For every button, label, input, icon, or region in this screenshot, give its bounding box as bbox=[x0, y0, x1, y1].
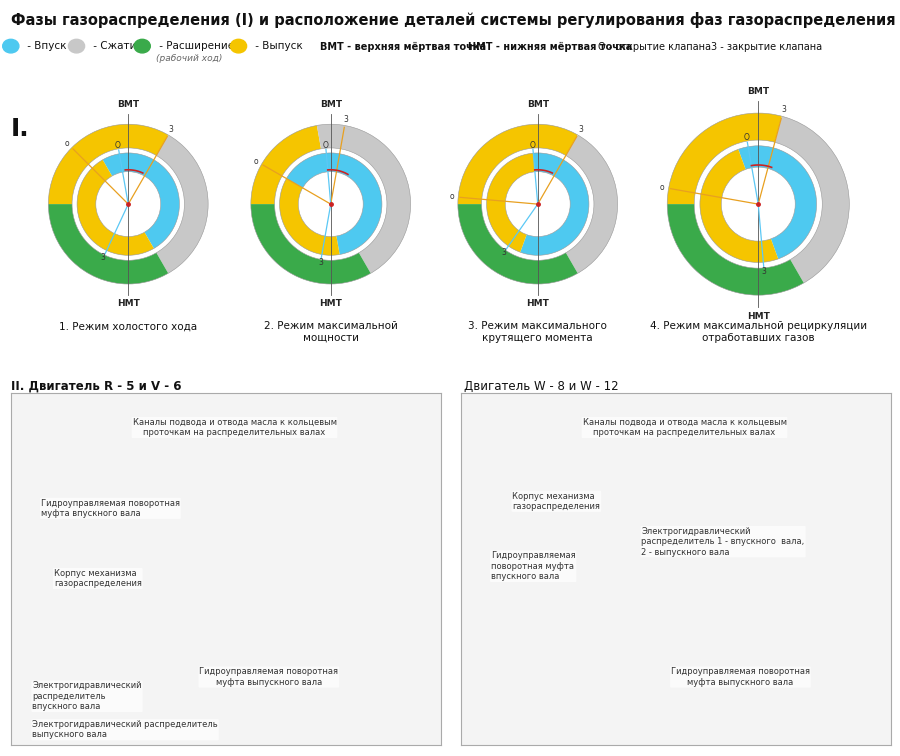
Text: 3: 3 bbox=[101, 253, 105, 262]
Text: Электрогидравлический
распределитель 1 - впускного  вала,
2 - выпускного вала: Электрогидравлический распределитель 1 -… bbox=[642, 527, 805, 556]
Polygon shape bbox=[458, 124, 578, 204]
Text: o: o bbox=[65, 138, 69, 147]
Text: II. Двигатель R - 5 и V - 6: II. Двигатель R - 5 и V - 6 bbox=[11, 380, 181, 392]
Text: О - открытие клапана: О - открытие клапана bbox=[598, 42, 712, 52]
Text: Корпус механизма
газораспределения: Корпус механизма газораспределения bbox=[512, 491, 600, 511]
Text: O: O bbox=[743, 133, 750, 142]
Text: Гидроуправляемая поворотная
муфта впускного вала: Гидроуправляемая поворотная муфта впускн… bbox=[40, 499, 180, 518]
Text: 4. Режим максимальной рециркуляции
отработавших газов: 4. Режим максимальной рециркуляции отраб… bbox=[650, 321, 867, 343]
Polygon shape bbox=[280, 178, 339, 256]
Text: НМТ: НМТ bbox=[320, 299, 342, 308]
Text: O: O bbox=[322, 141, 328, 150]
Polygon shape bbox=[458, 204, 578, 284]
Text: 3 - закрытие клапана: 3 - закрытие клапана bbox=[711, 42, 822, 52]
Text: Фазы газораспределения (I) и расположение деталей системы регулирования фаз газо: Фазы газораспределения (I) и расположени… bbox=[11, 12, 900, 28]
Text: ВМТ: ВМТ bbox=[526, 101, 549, 110]
Polygon shape bbox=[317, 124, 410, 274]
Text: Гидроуправляемая поворотная
муфта выпускного вала: Гидроуправляемая поворотная муфта выпуск… bbox=[200, 668, 338, 686]
Polygon shape bbox=[520, 153, 589, 256]
Text: o: o bbox=[450, 192, 454, 201]
Text: НМТ - нижняя мёртвая точка: НМТ - нижняя мёртвая точка bbox=[468, 42, 632, 52]
Polygon shape bbox=[566, 135, 617, 274]
Polygon shape bbox=[487, 153, 535, 253]
Polygon shape bbox=[157, 135, 208, 274]
Circle shape bbox=[300, 173, 362, 235]
Polygon shape bbox=[49, 204, 168, 284]
Circle shape bbox=[507, 173, 569, 235]
Text: ВМТ: ВМТ bbox=[747, 87, 770, 96]
Circle shape bbox=[723, 169, 794, 240]
Polygon shape bbox=[667, 113, 782, 204]
Text: НМТ: НМТ bbox=[747, 312, 770, 321]
Text: I.: I. bbox=[11, 117, 30, 141]
Polygon shape bbox=[103, 153, 179, 249]
Text: Каналы подвода и отвода масла к кольцевым
проточкам на распределительных валах: Каналы подвода и отвода масла к кольцевы… bbox=[582, 418, 787, 437]
Polygon shape bbox=[251, 204, 371, 284]
Text: Электрогидравлический
распределитель
впускного вала: Электрогидравлический распределитель впу… bbox=[32, 681, 142, 711]
Text: 3: 3 bbox=[318, 258, 323, 267]
Text: - Впуск: - Впуск bbox=[24, 41, 67, 51]
Text: - Выпуск: - Выпуск bbox=[252, 41, 302, 51]
Text: 3. Режим максимального
крутящего момента: 3. Режим максимального крутящего момента bbox=[468, 321, 608, 343]
Polygon shape bbox=[77, 160, 154, 256]
Text: НМТ: НМТ bbox=[526, 299, 549, 308]
Text: 3: 3 bbox=[169, 125, 174, 134]
Text: o: o bbox=[660, 183, 664, 191]
Text: 3: 3 bbox=[781, 105, 786, 114]
Text: Двигатель W - 8 и W - 12: Двигатель W - 8 и W - 12 bbox=[464, 380, 618, 392]
Text: (рабочий ход): (рабочий ход) bbox=[156, 54, 222, 63]
Polygon shape bbox=[775, 116, 850, 283]
Text: 3: 3 bbox=[501, 248, 506, 257]
Polygon shape bbox=[286, 153, 382, 255]
Polygon shape bbox=[700, 150, 778, 262]
Text: 2. Режим максимальной
мощности: 2. Режим максимальной мощности bbox=[264, 321, 398, 343]
Text: Каналы подвода и отвода масла к кольцевым
проточкам на распределительных валах: Каналы подвода и отвода масла к кольцевы… bbox=[132, 418, 337, 437]
Polygon shape bbox=[738, 146, 816, 259]
Text: o: o bbox=[254, 156, 258, 166]
Text: 3: 3 bbox=[579, 125, 583, 134]
Text: Гидроуправляемая
поворотная муфта
впускного вала: Гидроуправляемая поворотная муфта впускн… bbox=[491, 551, 575, 581]
Text: НМТ: НМТ bbox=[117, 299, 140, 308]
Polygon shape bbox=[49, 124, 168, 204]
Text: ВМТ - верхняя мёртвая точка: ВМТ - верхняя мёртвая точка bbox=[320, 42, 486, 52]
Text: O: O bbox=[529, 141, 535, 150]
Text: 3: 3 bbox=[343, 115, 348, 124]
Text: ВМТ: ВМТ bbox=[117, 101, 140, 110]
Text: ВМТ: ВМТ bbox=[320, 101, 342, 110]
Polygon shape bbox=[251, 125, 321, 204]
Text: - Расширение: - Расширение bbox=[156, 41, 234, 51]
Text: Гидроуправляемая поворотная
муфта выпускного вала: Гидроуправляемая поворотная муфта выпуск… bbox=[670, 668, 810, 686]
Polygon shape bbox=[667, 204, 804, 295]
Text: 1. Режим холостого хода: 1. Режим холостого хода bbox=[59, 321, 197, 331]
Text: O: O bbox=[115, 141, 121, 150]
Text: 3: 3 bbox=[761, 267, 767, 276]
Text: - Сжатие: - Сжатие bbox=[90, 41, 143, 51]
Text: Корпус механизма
газораспределения: Корпус механизма газораспределения bbox=[54, 569, 141, 588]
Text: Электрогидравлический распределитель
выпускного вала: Электрогидравлический распределитель вып… bbox=[32, 720, 218, 739]
Circle shape bbox=[97, 173, 159, 235]
